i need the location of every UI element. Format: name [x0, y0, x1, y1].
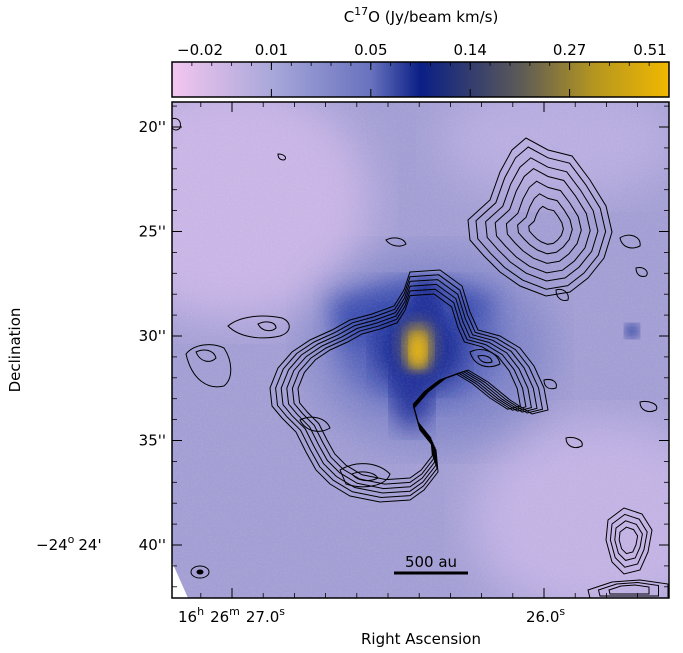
cross-contour [269, 269, 549, 503]
y-prefix-label: −24o 24' [36, 533, 102, 554]
se-contour [614, 520, 643, 561]
contour-small-6 [635, 267, 648, 277]
x-tick-label: 26.0s [526, 605, 565, 626]
y-tick-label: 20'' [139, 118, 166, 136]
colorbar-tick-label: 0.05 [354, 41, 387, 59]
se-contour [605, 507, 653, 575]
cross-contour [286, 283, 532, 490]
se-contour [609, 513, 648, 568]
se-contour [587, 579, 669, 598]
cross-inner-contour [351, 471, 379, 482]
ne-contour [517, 193, 573, 255]
colorbar-tick-label: 0.51 [633, 41, 666, 59]
colorbar-title: C17O (Jy/beam km/s) [344, 5, 499, 26]
y-tick-label: 35'' [139, 432, 166, 450]
y-axis-label: Declination [6, 308, 24, 393]
cross-inner-contour [299, 416, 331, 432]
se-contour [608, 584, 650, 595]
ne-contour [475, 146, 607, 290]
y-axis: 20'' 25'' 30'' 35'' 40'' −24o 24' [36, 105, 669, 588]
cross-contour [297, 293, 521, 481]
cross-contour [275, 274, 544, 499]
se-contours [587, 507, 669, 598]
y-tick-label: 30'' [139, 327, 166, 345]
contour-small-2 [619, 234, 641, 249]
colorbar: C17O (Jy/beam km/s) −0.02 0.01 0.05 0.14 0.2… [171, 5, 670, 98]
colorbar-tick-label: 0.27 [553, 41, 586, 59]
colorbar-tick-label: 0.01 [255, 41, 288, 59]
se-contour [597, 581, 659, 597]
colorbar-tick-label: 0.14 [453, 41, 486, 59]
cross-contour [291, 288, 527, 485]
ne-contour [528, 205, 564, 245]
ne-contour [494, 167, 591, 274]
contours [172, 117, 669, 598]
beam-ellipse [190, 565, 210, 579]
contour-small-7 [385, 237, 407, 247]
ne-contour [467, 137, 613, 297]
beam-ellipse-inner [196, 569, 204, 575]
contour-west [185, 344, 232, 388]
contour-small-4 [639, 401, 658, 413]
ne-contour [485, 157, 599, 282]
contour-nw-inner [257, 321, 277, 332]
ne-contours [467, 137, 613, 297]
y-tick-label: 25'' [139, 223, 166, 241]
contour-small-9 [277, 153, 287, 161]
plot-frame [171, 101, 670, 599]
scale-bar-label: 500 au [405, 553, 457, 571]
cross-inner-contour [339, 463, 391, 488]
x-axis-label: Right Ascension [361, 630, 481, 648]
y-tick-label: 40'' [139, 536, 166, 554]
x-axis: 16h 26m 27.0s 26.0s [178, 102, 670, 626]
cross-contours [269, 269, 549, 503]
contour-small-5 [565, 437, 583, 449]
se-contour [618, 526, 639, 555]
cross-inner-contour [469, 349, 501, 368]
ne-contour [505, 180, 582, 264]
colorbar-gradient [171, 61, 670, 98]
contour-west-inner [195, 349, 217, 362]
colorbar-tick-label: −0.02 [177, 41, 223, 59]
scale-bar: 500 au [394, 553, 468, 575]
contour-small-1 [172, 117, 181, 131]
cross-contour [280, 279, 538, 494]
contour-nw [227, 315, 290, 339]
cross-inner-contour [477, 355, 493, 364]
colorbar-ticks: −0.02 0.01 0.05 0.14 0.27 0.51 [171, 41, 670, 97]
contour-small-8 [543, 379, 557, 390]
x-tick-label: 16h 26m 27.0s [178, 605, 285, 626]
intensity-map [172, 102, 669, 598]
contour-small-3 [555, 289, 569, 301]
